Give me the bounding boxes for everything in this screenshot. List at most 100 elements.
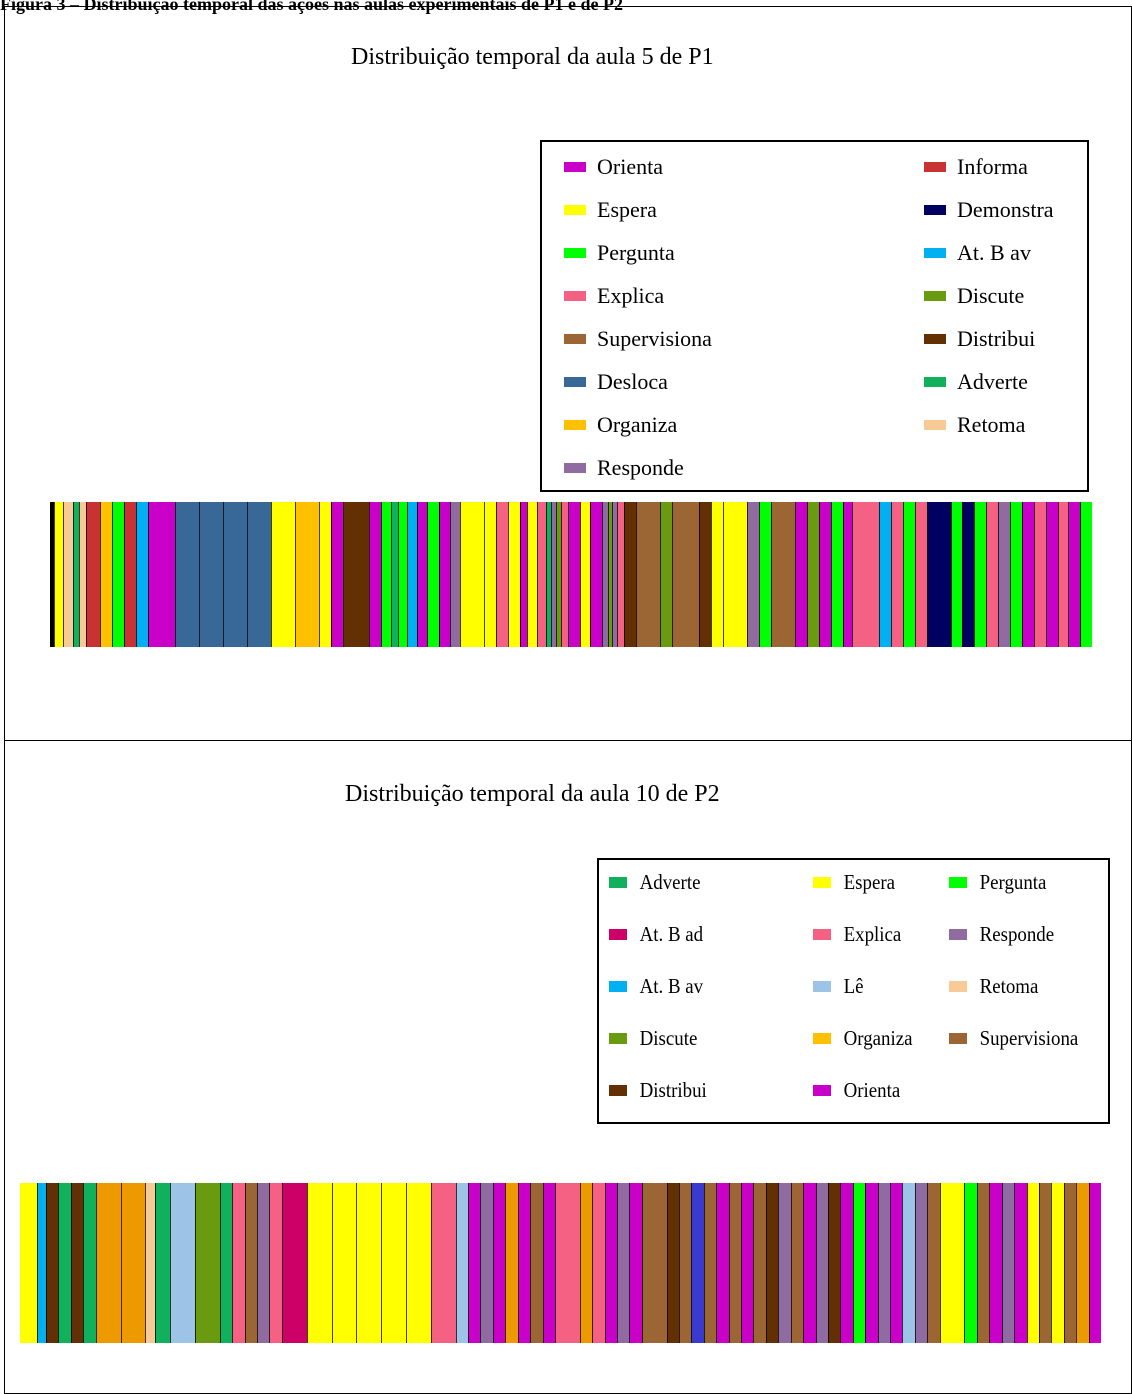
legend-item-at-b-av: At. B av [609, 974, 703, 999]
legend-label: Informa [957, 154, 1028, 179]
chart1-timeline [50, 502, 1092, 647]
timeline-segment-responde [915, 1183, 927, 1343]
timeline-segment-orienta [417, 502, 427, 647]
legend-item-explica: Explica [564, 283, 664, 309]
timeline-segment-adverte [220, 1183, 232, 1343]
timeline-segment-responde [878, 1183, 890, 1343]
legend-item-adverte: Adverte [609, 870, 700, 895]
timeline-segment-supervisiona [753, 1183, 766, 1343]
timeline-segment-orienta [148, 502, 175, 647]
chart2-legend: Adverte At. B ad At. B av Discute Distribui E… [597, 858, 1110, 1124]
timeline-segment-responde [816, 1183, 828, 1343]
timeline-segment-orienta [1046, 502, 1058, 647]
legend-item-espera: Espera [813, 870, 895, 895]
legend-label: Discute [639, 1026, 698, 1050]
timeline-segment-espera [307, 1183, 332, 1343]
timeline-segment-pergunta [427, 502, 439, 647]
timeline-segment-supervisiona [1064, 1183, 1076, 1343]
timeline-segment-pergunta [398, 502, 407, 647]
timeline-segment-retoma [145, 1183, 155, 1343]
timeline-segment-responde [480, 1183, 493, 1343]
timeline-segment-orienta [605, 1183, 617, 1343]
timeline-segment-le [170, 1183, 195, 1343]
legend-label: Explica [597, 283, 665, 308]
legend-label: Espera [843, 870, 896, 894]
timeline-segment-explica [915, 502, 927, 647]
timeline-segment-supervisiona [729, 1183, 741, 1343]
legend-swatch [924, 420, 946, 430]
timeline-segment-orienta [369, 502, 381, 647]
timeline-segment-organiza2 [505, 1183, 518, 1343]
chart2-title: Distribuição temporal da aula 10 de P2 [345, 781, 720, 807]
timeline-segment-azul [691, 1183, 704, 1343]
legend-swatch [924, 205, 946, 215]
timeline-segment-pergunta [1080, 502, 1092, 647]
legend-item-orienta: Orienta [813, 1078, 900, 1103]
timeline-segment-orienta [795, 502, 807, 647]
timeline-segment-retoma [79, 502, 86, 647]
timeline-segment-explica [1034, 502, 1046, 647]
legend-item-discute: Discute [924, 283, 1024, 309]
legend-item-retoma: Retoma [949, 974, 1038, 999]
legend-swatch [564, 420, 586, 430]
timeline-segment-orienta [520, 502, 527, 647]
legend-item-distribui: Distribui [609, 1078, 707, 1103]
timeline-segment-responde [778, 1183, 791, 1343]
timeline-segment-explica [986, 502, 998, 647]
timeline-segment-le [902, 1183, 915, 1343]
timeline-segment-at-b-av [879, 502, 891, 647]
timeline-segment-discute [660, 502, 672, 647]
timeline-segment-orienta [890, 1183, 902, 1343]
timeline-segment-responde [617, 1183, 629, 1343]
timeline-segment-explica [537, 502, 546, 647]
legend-item-demonstra: Demonstra [924, 197, 1054, 223]
legend-item-desloca: Desloca [564, 369, 668, 395]
legend-item-organiza: Organiza [564, 412, 677, 438]
timeline-segment-adverte [73, 502, 79, 647]
timeline-segment-desloca [199, 502, 223, 647]
timeline-segment-organiza2 [121, 1183, 145, 1343]
timeline-segment-espera [356, 1183, 381, 1343]
legend-item-organiza: Organiza [813, 1026, 913, 1051]
legend-swatch [924, 291, 946, 301]
timeline-segment-supervisiona [245, 1183, 257, 1343]
timeline-segment-responde [450, 502, 460, 647]
legend-swatch [609, 877, 627, 888]
legend-label: Distribui [957, 326, 1036, 351]
legend-swatch [813, 1033, 831, 1044]
timeline-segment-espera [527, 502, 537, 647]
timeline-segment-orienta [840, 1183, 853, 1343]
timeline-segment-explica [1058, 502, 1068, 647]
timeline-segment-explica [617, 502, 624, 647]
timeline-segment-discute [807, 502, 819, 647]
legend-label: Supervisiona [979, 1026, 1079, 1050]
timeline-segment-organiza2 [1076, 1183, 1089, 1343]
chart1-title: Distribuição temporal da aula 5 de P1 [351, 44, 714, 70]
timeline-segment-explica [891, 502, 903, 647]
timeline-segment-adverte [391, 502, 398, 647]
timeline-segment-explica [269, 1183, 282, 1343]
timeline-segment-orienta [843, 502, 852, 647]
legend-label: Pergunta [979, 870, 1047, 894]
legend-swatch [949, 981, 967, 992]
legend-swatch [564, 248, 586, 258]
chart2-timeline [20, 1183, 1101, 1343]
timeline-segment-preto [50, 502, 54, 647]
legend-swatch [949, 929, 967, 940]
timeline-segment-espera [723, 502, 747, 647]
timeline-segment-discute [608, 502, 612, 647]
legend-item-at-b-av: At. B av [924, 240, 1031, 266]
legend-swatch [924, 377, 946, 387]
legend-swatch [949, 1033, 967, 1044]
legend-label: Pergunta [597, 240, 675, 265]
timeline-segment-pergunta [759, 502, 771, 647]
legend-swatch [924, 248, 946, 258]
timeline-segment-desloca [247, 502, 271, 647]
timeline-segment-desloca [175, 502, 199, 647]
timeline-segment-supervisiona [704, 1183, 716, 1343]
timeline-segment-responde [747, 502, 759, 647]
timeline-segment-espera [508, 502, 520, 647]
timeline-segment-distribui [766, 1183, 778, 1343]
timeline-segment-at-b-ad [282, 1183, 307, 1343]
legend-label: Distribui [639, 1078, 707, 1102]
